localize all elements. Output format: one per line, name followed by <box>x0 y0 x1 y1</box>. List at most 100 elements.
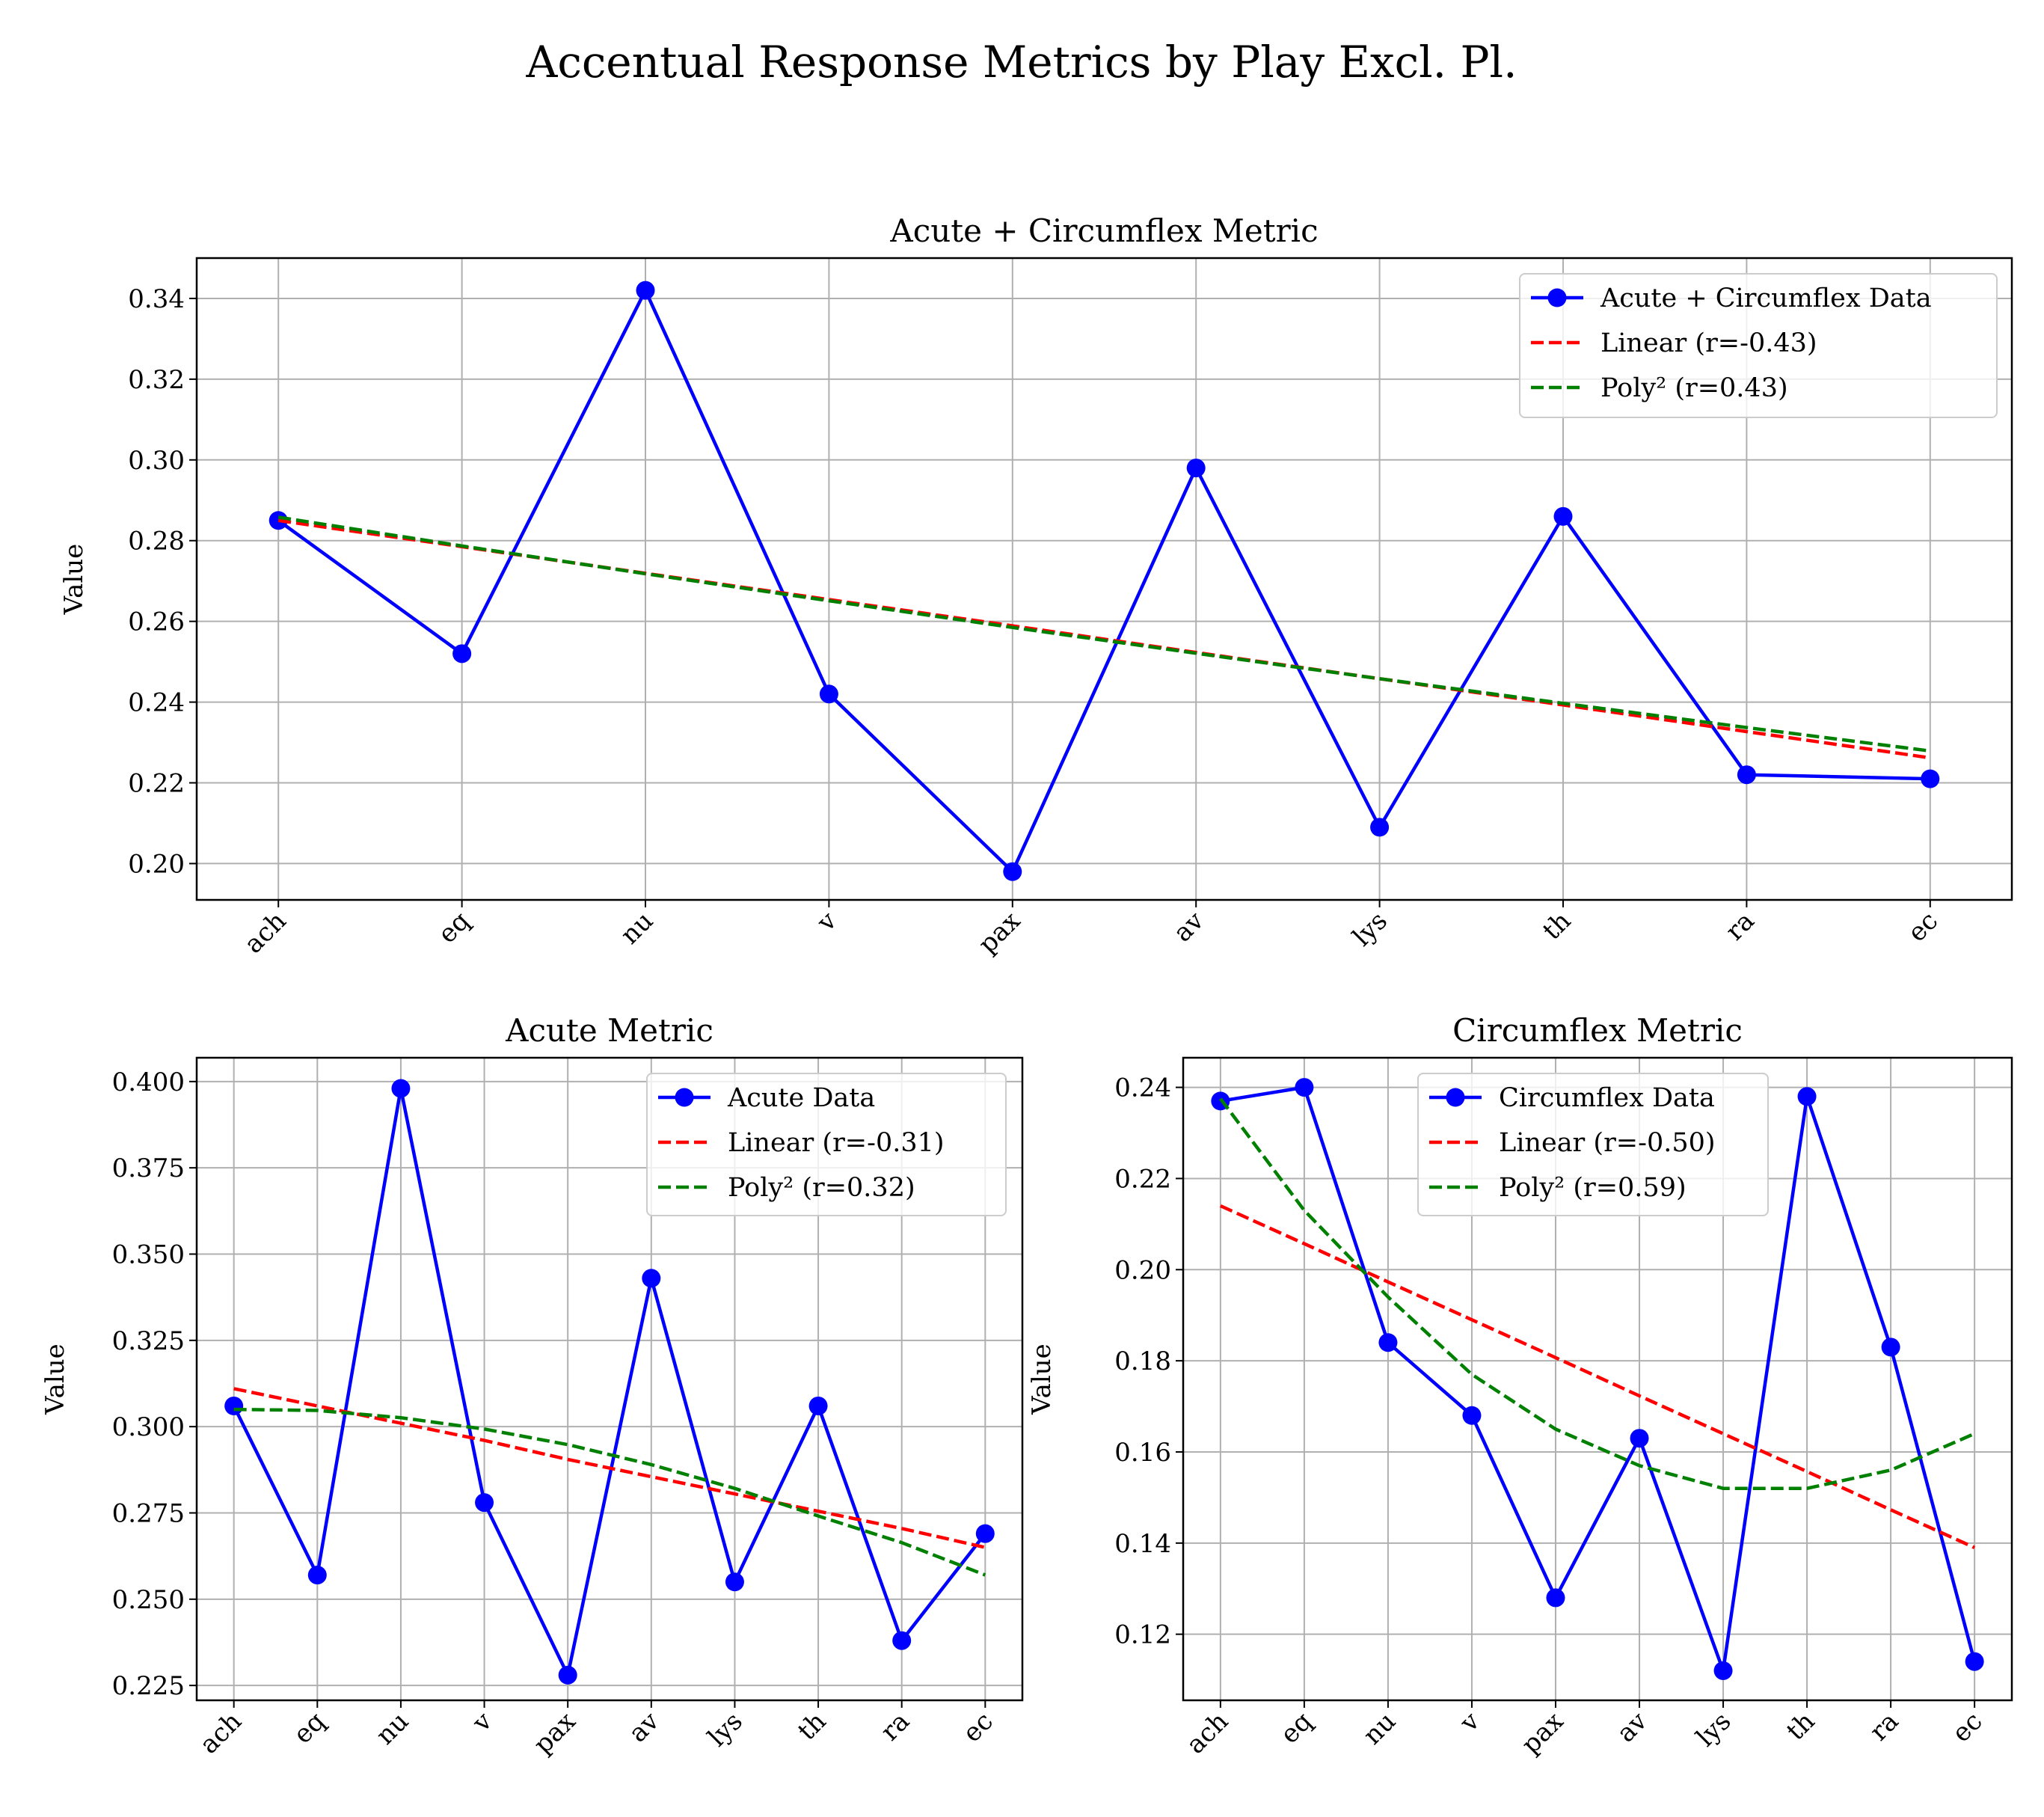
y-tick-label: 0.22 <box>1114 1164 1171 1194</box>
y-axis-label: Value <box>59 544 89 616</box>
legend-label: Acute Data <box>727 1083 875 1113</box>
data-point <box>1462 1406 1482 1425</box>
x-tick-label: pax <box>528 1706 582 1760</box>
x-tick-label: ec <box>1947 1706 1989 1748</box>
legend-label: Poly² (r=0.59) <box>1499 1173 1687 1203</box>
axes-frame <box>195 1056 1024 1702</box>
data-point <box>725 1572 744 1592</box>
x-tick-label: eq <box>432 906 476 949</box>
legend-label: Linear (r=-0.43) <box>1600 328 1817 358</box>
legend-marker <box>675 1088 694 1107</box>
x-tick-label: v <box>1454 1706 1486 1738</box>
y-tick-label: 0.18 <box>1114 1346 1171 1376</box>
legend-box <box>1417 1073 1769 1216</box>
data-line <box>1220 1085 1977 1673</box>
panel-title: Acute + Circumflex Metric <box>889 212 1318 249</box>
legend-box <box>1519 273 1998 418</box>
legend-marker <box>1547 288 1567 307</box>
figure-title: Accentual Response Metrics by Play Excl.… <box>525 37 1517 88</box>
x-tick-label: ec <box>957 1706 999 1748</box>
data-point <box>224 1396 244 1415</box>
legend-label: Poly² (r=0.43) <box>1600 373 1788 403</box>
data-point <box>975 1524 995 1543</box>
legend-box <box>646 1073 1007 1216</box>
data-point <box>558 1665 577 1685</box>
x-tick-label: ra <box>875 1706 915 1747</box>
data-point <box>1881 1338 1900 1357</box>
data-point <box>808 1396 828 1415</box>
data-point <box>819 684 838 704</box>
linear-fit-line <box>1219 1204 1976 1549</box>
axes-frame <box>1182 1056 2013 1702</box>
data-point <box>1003 862 1022 881</box>
legend-label: Linear (r=-0.31) <box>728 1128 945 1158</box>
x-tick-label: ra <box>1720 906 1761 946</box>
data-point <box>642 1269 661 1288</box>
y-tick-label: 0.250 <box>112 1585 185 1615</box>
x-tick-label: lys <box>702 1706 749 1753</box>
x-tick-label: v <box>811 906 843 938</box>
x-tick-label: av <box>623 1706 666 1749</box>
x-tick-label: pax <box>973 906 1027 960</box>
x-tick-label: av <box>1167 906 1210 949</box>
x-tick-label: ach <box>194 1706 248 1760</box>
data-point <box>307 1566 327 1585</box>
data-point <box>636 281 655 300</box>
y-tick-label: 0.34 <box>128 284 185 314</box>
data-point <box>1186 459 1206 478</box>
data-point <box>1370 818 1390 837</box>
x-tick-label: ra <box>1864 1706 1904 1747</box>
data-point <box>892 1631 912 1650</box>
y-tick-label: 0.275 <box>112 1498 185 1528</box>
x-tick-label: v <box>466 1706 498 1738</box>
x-tick-label: th <box>792 1706 832 1746</box>
data-point <box>1295 1078 1314 1097</box>
y-tick-label: 0.350 <box>112 1240 185 1269</box>
y-tick-label: 0.12 <box>1114 1620 1171 1650</box>
data-point <box>1737 765 1756 785</box>
data-point <box>391 1079 411 1098</box>
data-line <box>277 288 1930 874</box>
legend-label: Poly² (r=0.32) <box>728 1173 915 1203</box>
linear-fit-line <box>233 1387 986 1549</box>
data-point <box>452 644 472 664</box>
y-tick-label: 0.300 <box>112 1412 185 1442</box>
data-point <box>475 1493 494 1513</box>
data-point <box>1713 1661 1733 1680</box>
x-tick-label: ach <box>239 906 292 960</box>
data-point <box>1378 1333 1398 1352</box>
x-tick-label: av <box>1611 1706 1654 1749</box>
data-point <box>1921 769 1940 788</box>
x-tick-label: eq <box>1274 1706 1318 1750</box>
x-tick-label: th <box>1537 906 1577 946</box>
y-tick-label: 0.375 <box>112 1153 185 1183</box>
data-line <box>232 1086 987 1677</box>
y-tick-label: 0.26 <box>128 607 185 637</box>
y-axis-label: Value <box>1027 1343 1057 1415</box>
x-tick-label: lys <box>1347 906 1393 952</box>
data-point <box>1965 1652 1984 1671</box>
x-tick-label: nu <box>615 906 659 950</box>
x-tick-label: nu <box>370 1706 414 1750</box>
y-tick-label: 0.20 <box>128 849 185 879</box>
x-tick-label: nu <box>1357 1706 1402 1750</box>
x-tick-label: ec <box>1902 906 1944 948</box>
axes-frame <box>195 257 2013 901</box>
y-tick-label: 0.14 <box>1114 1529 1171 1559</box>
y-tick-label: 0.32 <box>128 365 185 395</box>
legend-marker <box>1446 1088 1465 1107</box>
y-tick-label: 0.24 <box>128 688 185 718</box>
y-tick-label: 0.225 <box>112 1671 185 1701</box>
poly-fit-line <box>277 515 1931 753</box>
panel-acute: 0.225 0.250 0.275 0.300 0.325 0.350 0.375 0.400… <box>40 1012 1024 1760</box>
x-tick-label: lys <box>1691 1706 1737 1753</box>
x-tick-label: ach <box>1181 1706 1235 1760</box>
legend-label: Linear (r=-0.50) <box>1499 1128 1716 1158</box>
y-tick-label: 0.24 <box>1114 1073 1171 1103</box>
poly-fit-line <box>233 1407 986 1577</box>
poly-fit-line <box>1219 1097 1975 1490</box>
y-axis-label: Value <box>40 1343 70 1415</box>
panel-circumflex: 0.12 0.14 0.16 0.18 0.20 0.22 0.24 ach eq nu v pax a… <box>1027 1012 2013 1760</box>
y-tick-label: 0.28 <box>128 527 185 557</box>
